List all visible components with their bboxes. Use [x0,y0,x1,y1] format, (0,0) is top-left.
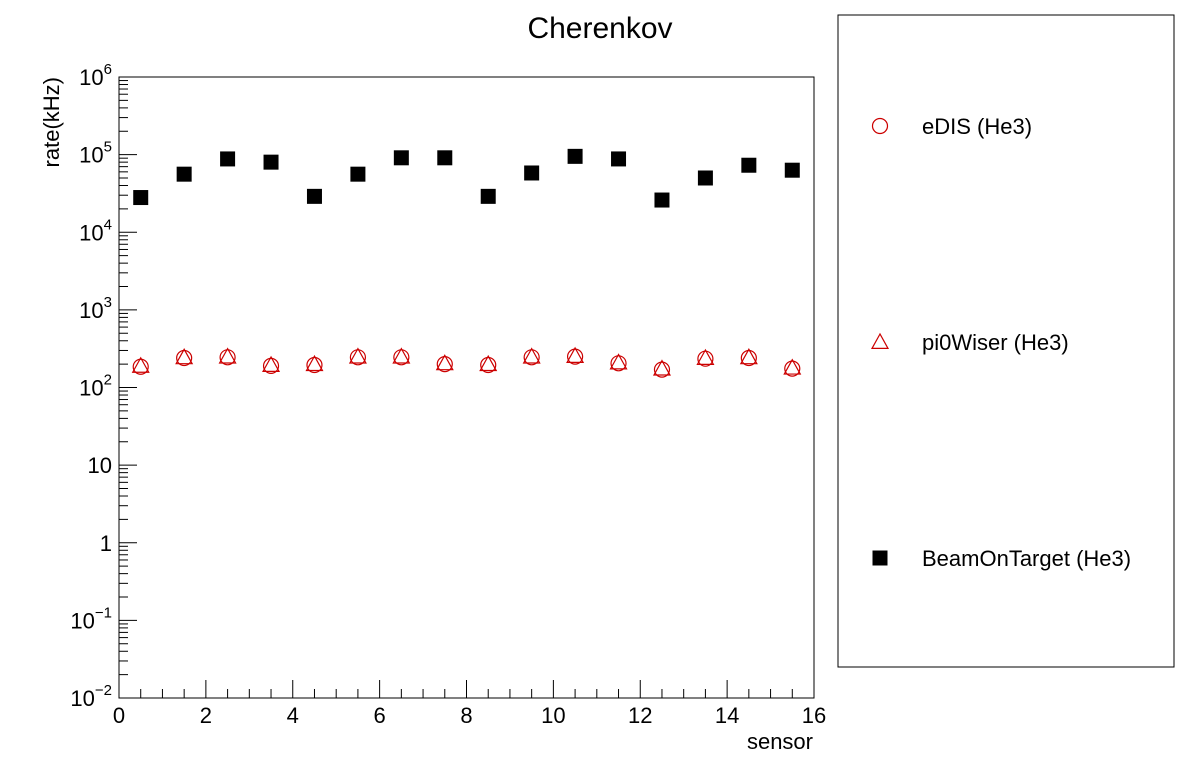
series-2-point-square [133,190,149,206]
x-tick-label: 16 [802,703,826,728]
series-2-point-square [350,166,366,182]
series-1-point-triangle [175,348,194,365]
legend-0-marker-circle [871,117,889,135]
x-tick-label: 8 [460,703,472,728]
legend-box [837,14,1175,668]
y-axis-label: rate(kHz) [39,77,64,167]
y-tick-label: 10 [88,453,112,478]
series-1-point-triangle [131,356,150,373]
y-tick-label: 106 [79,61,112,90]
y-tick-label: 10−1 [70,604,112,633]
series-2-point-square [480,188,496,204]
series-1-point-triangle [783,358,802,375]
series-2-point-square [524,165,540,181]
series-2-point-square [654,192,670,208]
legend-item-label: eDIS (He3) [922,114,1032,139]
series-1-point-triangle [739,348,758,365]
series-1-point-triangle [696,348,715,365]
x-tick-label: 14 [715,703,739,728]
y-tick-label: 1 [100,531,112,556]
series-0-point-circle [610,355,627,372]
series-2-point-square [437,150,453,166]
x-tick-label: 12 [628,703,652,728]
x-axis-ticks: 0 2 4 6 8 10 12 14 16 [113,680,826,728]
series-2-point-square [697,170,713,186]
x-tick-label: 6 [374,703,386,728]
series-2-point-square [784,162,800,178]
y-tick-label: 10−2 [70,682,112,711]
series-1-point-triangle [218,347,237,364]
series-0-point-circle [436,356,453,373]
series-2-point-square [263,154,279,170]
y-tick-label: 102 [79,372,112,401]
series-0-point-circle [784,360,801,377]
series-2-point-square [220,151,236,167]
series-1-point-triangle [522,347,541,364]
y-tick-label: 103 [79,294,112,323]
series-2-point-square [567,148,583,164]
series-2-point-square [741,157,757,173]
x-tick-label: 4 [287,703,299,728]
legend-item-label: BeamOnTarget (He3) [922,546,1131,571]
x-tick-label: 0 [113,703,125,728]
series-1-point-triangle [609,353,628,370]
series-1-point-triangle [392,347,411,364]
series-1-point-triangle [479,354,498,372]
series-1-point-triangle [262,355,281,372]
series-0-point-circle [262,357,280,374]
series-2-point-square [611,151,627,167]
series-2-point-square [306,188,322,204]
legend-item-label: pi0Wiser (He3) [922,330,1069,355]
series-1-point-triangle [348,347,367,364]
series-1-point-triangle [566,346,585,363]
y-tick-label: 104 [79,216,112,245]
series-2-point-square [393,150,409,166]
plot-frame [118,76,815,699]
data-markers [131,148,802,378]
legend-2-marker-square [872,550,888,566]
series-1-point-triangle [652,359,671,376]
x-axis-label: sensor [747,729,813,754]
series-2-point-square [176,166,192,182]
series-0-point-circle [306,356,323,374]
x-tick-label: 10 [541,703,565,728]
x-tick-label: 2 [200,703,212,728]
y-tick-label: 105 [79,139,112,168]
series-0-point-circle [653,361,671,378]
chart-title: Cherenkov [527,12,672,45]
series-0-point-circle [480,356,497,374]
series-0-point-circle [132,358,149,375]
series-1-point-triangle [435,354,454,371]
legend-1-marker-triangle [870,332,890,349]
legend: eDIS (He3) pi0Wiser (He3) BeamOnTarget (He… [870,114,1131,571]
series-1-point-triangle [305,354,324,372]
